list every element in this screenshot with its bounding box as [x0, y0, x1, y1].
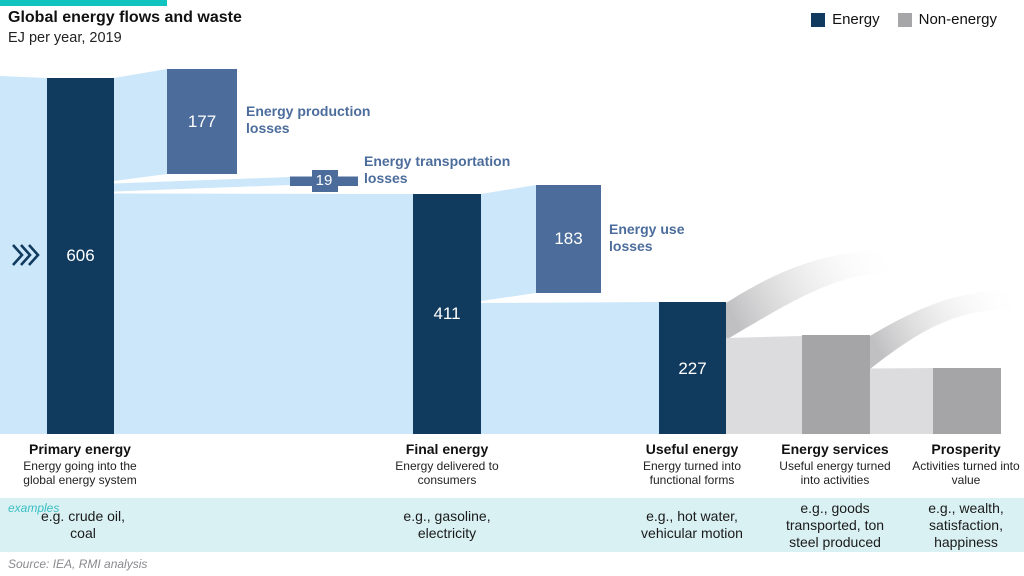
non-energy-inflow-ribbon-services	[726, 250, 898, 340]
flow-useful-to-services	[726, 336, 802, 434]
label-use-losses: Energy use losses	[609, 221, 685, 254]
accent-bar	[0, 0, 167, 6]
stage-useful-energy: Useful energy Energy turned into functio…	[617, 441, 767, 487]
non-energy-swatch-icon	[897, 12, 912, 27]
stage-primary-energy: Primary energy Energy going into the glo…	[5, 441, 155, 487]
stage-name: Energy services	[781, 441, 889, 457]
flow-primary-to-production-losses	[114, 69, 167, 181]
stage-desc: Useful energy turned into activities	[779, 459, 891, 487]
bar-production-losses	[167, 69, 237, 174]
legend-item-nonenergy: Non-energy	[897, 11, 997, 28]
example-final: e.g., gasoline, electricity	[403, 508, 491, 541]
stage-prosperity: Prosperity Activities turned into value	[901, 441, 1024, 487]
flow-services-to-prosperity	[870, 368, 933, 434]
energy-swatch-icon	[811, 12, 826, 27]
stage-final-energy: Final energy Energy delivered to consume…	[377, 441, 517, 487]
non-energy-inflow-ribbon-prosperity	[870, 290, 1016, 369]
bar-prosperity	[933, 368, 1001, 434]
legend-label: Energy	[832, 11, 880, 28]
flow-primary-to-final	[114, 193, 413, 434]
stage-desc: Activities turned into value	[912, 459, 1020, 487]
example-useful: e.g., hot water, vehicular motion	[641, 508, 743, 541]
bar-energy-services	[802, 335, 870, 434]
bar-final-energy	[413, 194, 481, 434]
stage-name: Final energy	[405, 441, 489, 457]
value-production-losses: 177	[187, 112, 217, 131]
stage-name: Useful energy	[645, 441, 739, 457]
inflow-chevrons-icon	[12, 244, 40, 266]
flow-primary-to-transport-losses	[114, 177, 290, 192]
flow-final-to-useful	[481, 302, 659, 434]
bar-use-losses	[536, 185, 601, 293]
page-subtitle: EJ per year, 2019	[8, 30, 122, 46]
bar-primary-energy	[47, 78, 114, 434]
examples-band-label: examples	[8, 501, 60, 515]
example-primary: e.g. crude oil, coal	[40, 508, 126, 541]
value-final: 411	[433, 304, 461, 323]
stage-desc: Energy going into the global energy syst…	[23, 459, 137, 487]
example-prosperity: e.g., wealth, satisfaction, happiness	[928, 499, 1004, 550]
value-useful: 227	[678, 359, 707, 378]
source-note: Source: IEA, RMI analysis	[8, 557, 148, 571]
legend-item-energy: Energy	[811, 11, 880, 28]
page-title: Global energy flows and waste	[8, 9, 242, 26]
example-services: e.g., goods transported, ton steel produ…	[785, 499, 885, 550]
value-transport-losses: 19	[315, 172, 333, 189]
stage-name: Prosperity	[931, 441, 1001, 457]
stage-name: Primary energy	[29, 441, 131, 457]
value-use-losses: 183	[554, 229, 583, 248]
stage-desc: Energy delivered to consumers	[395, 459, 499, 487]
flow-final-to-use-losses	[481, 185, 536, 301]
examples-band	[0, 498, 1024, 552]
legend-label: Non-energy	[918, 11, 997, 28]
label-transportation-losses: Energy transportation losses	[364, 153, 511, 186]
bar-useful-energy	[659, 302, 726, 434]
label-production-losses: Energy production losses	[246, 103, 371, 136]
stage-desc: Energy turned into functional forms	[642, 459, 742, 487]
legend: Energy Non-energy	[811, 11, 997, 28]
bar-transport-losses	[312, 170, 338, 192]
stage-energy-services: Energy services Useful energy turned int…	[755, 441, 915, 487]
value-primary: 606	[66, 246, 95, 265]
